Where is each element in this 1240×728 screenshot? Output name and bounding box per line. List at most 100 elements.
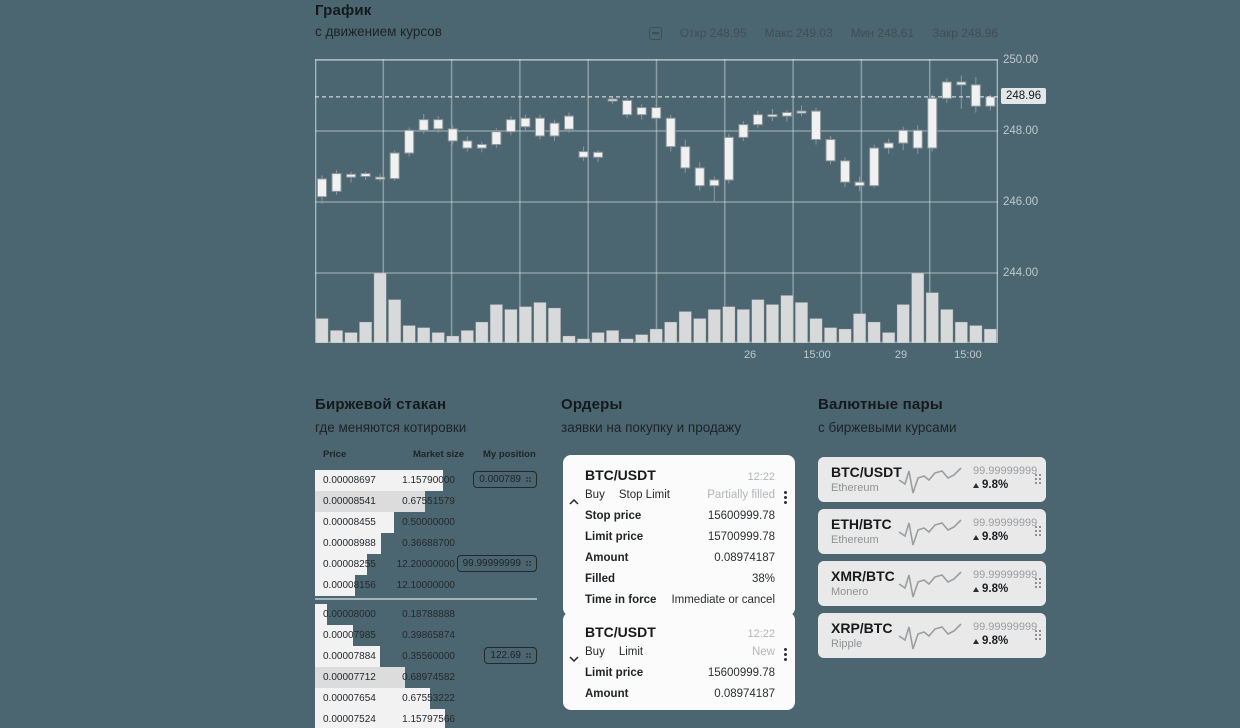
pair-card-xrp-btc[interactable]: XRP/BTC Ripple 99.99999999 9.8%	[818, 613, 1046, 658]
candle	[564, 115, 575, 130]
arrow-up-icon	[973, 638, 979, 644]
depth-bar	[315, 625, 353, 646]
chevron-down-icon[interactable]	[569, 649, 579, 667]
candle	[375, 176, 386, 180]
position-badge-grid-icon	[526, 561, 528, 563]
candle	[622, 99, 633, 116]
order-detail-label: Stop price	[585, 510, 642, 522]
depth-bar	[315, 646, 380, 667]
candlestick-chart[interactable]	[314, 59, 999, 344]
pair-card-xmr-btc[interactable]: XMR/BTC Monero 99.99999999 9.8%	[818, 561, 1046, 606]
candle	[898, 129, 909, 144]
order-detail-value: 15700999.78	[707, 531, 775, 543]
order-detail-row: Limit price 15700999.78	[585, 531, 775, 543]
collapse-icon[interactable]	[648, 26, 662, 40]
orderbook-row-bid[interactable]: 0.00008697 1.15790000 0.000789	[315, 470, 537, 491]
candle	[505, 119, 516, 133]
pair-symbol: BTC/USDT	[831, 464, 902, 480]
order-pair: BTC/USDT	[585, 467, 656, 483]
orderbook-price: 0.00008697	[323, 475, 376, 486]
orderbook-market-size: 0.18788888	[402, 609, 455, 620]
pair-symbol: XRP/BTC	[831, 620, 893, 636]
candle	[811, 110, 822, 141]
orderbook-title: Биржевой стакан	[315, 396, 447, 413]
orderbook-row-ask[interactable]: 0.00008000 0.18788888	[315, 604, 537, 625]
order-card-header: BTC/USDT 12:22	[585, 467, 775, 483]
order-detail-value: 0.08974187	[714, 552, 775, 564]
kebab-menu-icon[interactable]	[784, 648, 787, 651]
candle	[593, 151, 604, 158]
orderbook-row-ask[interactable]: 0.00007985 0.39865874	[315, 625, 537, 646]
candle	[534, 117, 545, 137]
depth-bar	[315, 554, 367, 575]
pair-card-btc-usdt[interactable]: BTC/USDT Ethereum 99.99999999 9.8%	[818, 457, 1046, 502]
candle	[491, 131, 502, 145]
order-detail-label: Amount	[585, 688, 629, 700]
pair-change: 9.8%	[973, 635, 1008, 647]
orderbook-price: 0.00008255	[323, 559, 376, 570]
my-position-badge[interactable]: 122.69	[484, 647, 537, 664]
drag-handle-icon[interactable]	[1035, 630, 1037, 632]
order-detail-label: Time in force	[585, 594, 657, 606]
orderbook-market-size: 12.10000000	[396, 580, 455, 591]
x-axis-tick: 29	[894, 349, 908, 361]
depth-bar	[315, 491, 425, 512]
orderbook-price: 0.00008156	[323, 580, 376, 591]
candle	[723, 136, 734, 181]
order-detail-value: 15600999.78	[707, 510, 775, 522]
drag-handle-icon[interactable]	[1035, 474, 1037, 476]
chevron-up-icon[interactable]	[569, 492, 579, 510]
pair-symbol: XMR/BTC	[831, 568, 895, 584]
candle	[462, 140, 473, 149]
orderbook-market-size: 12.20000000	[396, 559, 455, 570]
chart-subtitle: с движением курсов	[315, 24, 442, 39]
pairs-title: Валютные пары	[818, 396, 943, 413]
sparkline-icon	[898, 464, 962, 501]
arrow-up-icon	[973, 586, 979, 592]
orderbook-row-ask[interactable]: 0.00007524 1.15797566	[315, 709, 537, 728]
pair-price: 99.99999999	[973, 465, 1038, 477]
order-card[interactable]: BTC/USDT 12:22 Buy Limit New Limit price 15600…	[563, 612, 795, 710]
orderbook-row-bid[interactable]: 0.00008541 0.67551579	[315, 491, 537, 512]
drag-handle-icon[interactable]	[1035, 526, 1037, 528]
candle	[781, 112, 792, 117]
orderbook-row-ask[interactable]: 0.00007884 0.35560000 122.69	[315, 646, 537, 667]
pair-price: 99.99999999	[973, 569, 1038, 581]
candle	[767, 114, 778, 118]
order-card[interactable]: BTC/USDT 12:22 Buy Stop Limit Partially fill…	[563, 455, 795, 616]
orderbook-row-ask[interactable]: 0.00007712 0.68974582	[315, 667, 537, 688]
chart-canvas	[314, 59, 999, 344]
order-side: Buy	[585, 646, 605, 658]
candle	[433, 119, 444, 130]
pair-name: Ethereum	[831, 534, 879, 546]
depth-bar	[315, 575, 355, 596]
order-detail-row: Amount 0.08974187	[585, 688, 775, 700]
orderbook-header-marketsize: Market size	[413, 449, 465, 460]
orderbook-row-bid[interactable]: 0.00008156 12.10000000	[315, 575, 537, 596]
drag-handle-icon[interactable]	[1035, 578, 1037, 580]
chart-title: График	[315, 2, 372, 19]
orderbook-market-size: 0.36688700	[402, 538, 455, 549]
candle	[869, 147, 880, 187]
pairs-subtitle: с биржевыми курсами	[818, 420, 957, 435]
candle	[520, 117, 531, 128]
orderbook-row-ask[interactable]: 0.00007654 0.67553222	[315, 688, 537, 709]
orderbook-row-bid[interactable]: 0.00008455 0.50000000	[315, 512, 537, 533]
pair-name: Ripple	[831, 638, 863, 650]
pair-card-eth-btc[interactable]: ETH/BTC Ethereum 99.99999999 9.8%	[818, 509, 1046, 554]
candle	[447, 128, 458, 142]
pair-symbol: ETH/BTC	[831, 516, 892, 532]
orderbook-price: 0.00008988	[323, 538, 376, 549]
my-position-value: 0.000789	[479, 474, 521, 485]
order-detail-row: Limit price 15600999.78	[585, 667, 775, 679]
depth-bar	[315, 512, 394, 533]
kebab-menu-icon[interactable]	[784, 491, 787, 494]
orderbook-row-bid[interactable]: 0.00008255 12.20000000 99.99999999	[315, 554, 537, 575]
my-position-badge[interactable]: 99.99999999	[456, 555, 537, 572]
orderbook-row-bid[interactable]: 0.00008988 0.36688700	[315, 533, 537, 554]
order-detail-value: 15600999.78	[707, 667, 775, 679]
my-position-badge[interactable]: 0.000789	[473, 471, 537, 488]
arrow-up-icon	[973, 534, 979, 540]
candle	[636, 107, 647, 116]
ohlc-legend-item-2: Мин 248.61	[850, 26, 915, 40]
